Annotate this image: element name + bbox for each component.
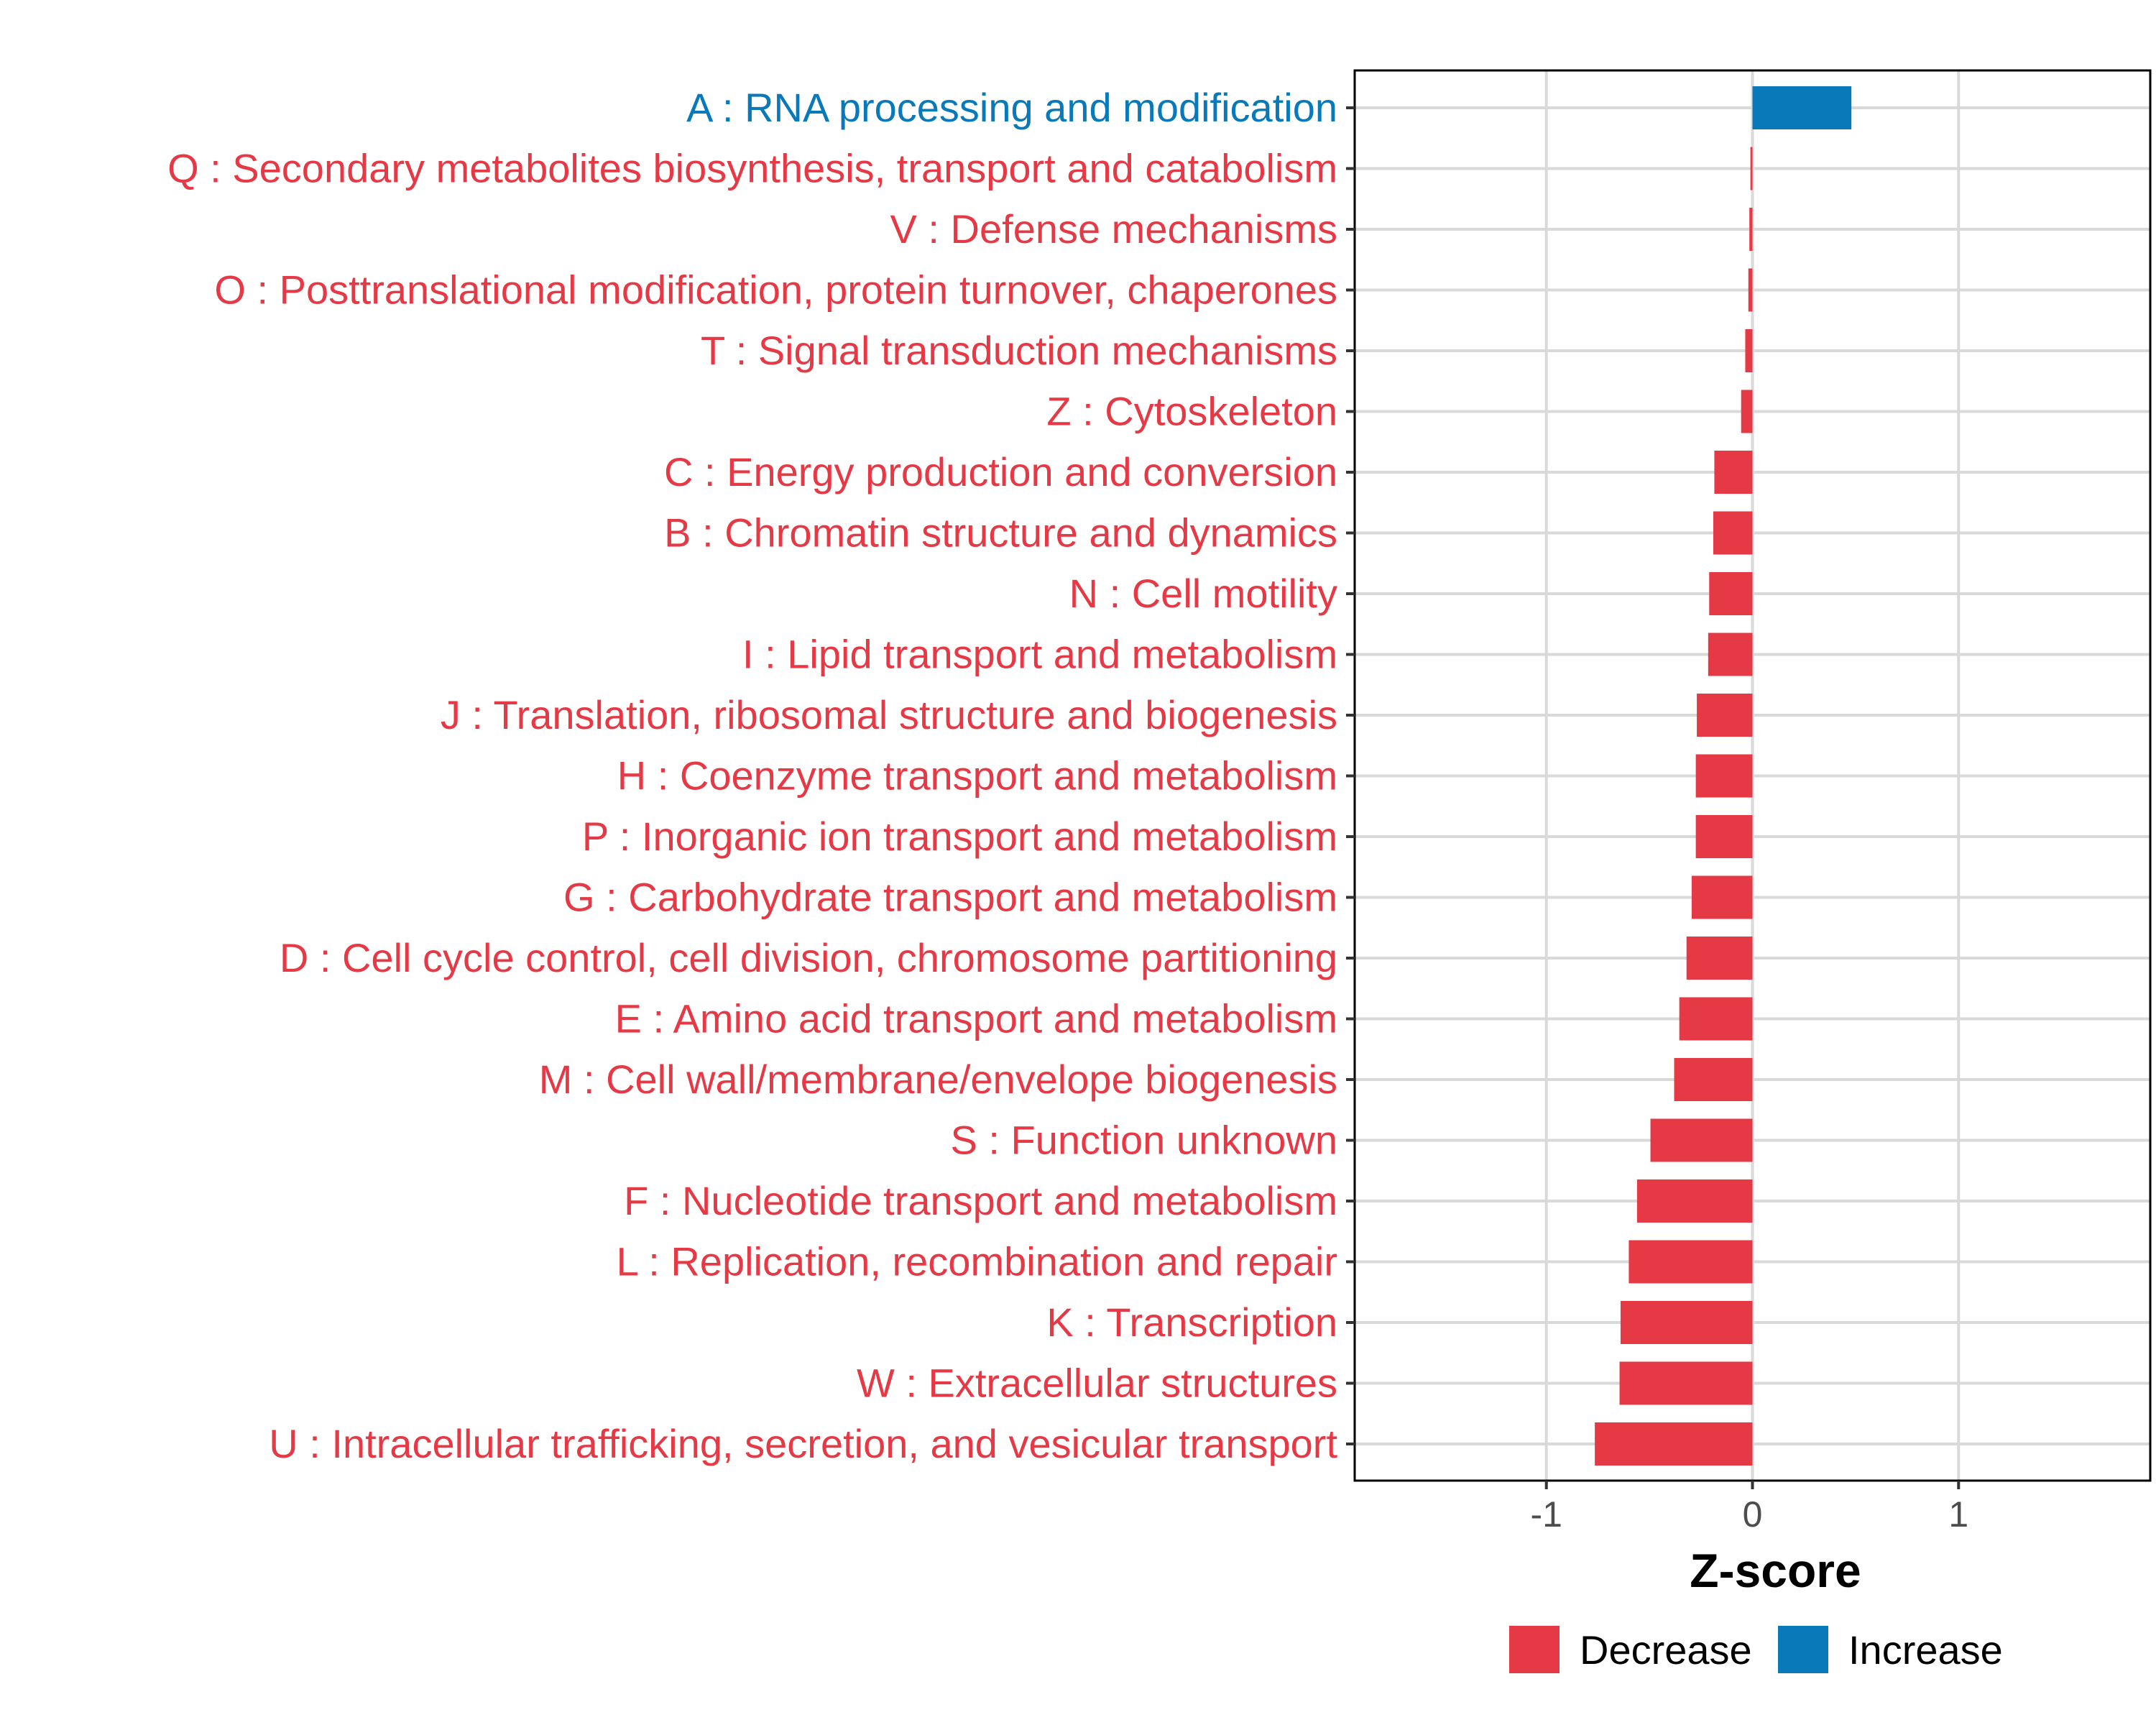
x-tick-label: -1 xyxy=(1530,1494,1562,1535)
bar-decrease xyxy=(1708,632,1753,676)
category-label: S : Function unknown xyxy=(950,1118,1337,1163)
category-label: W : Extracellular structures xyxy=(857,1361,1337,1406)
category-label: P : Inorganic ion transport and metaboli… xyxy=(582,814,1337,859)
category-label: F : Nucleotide transport and metabolism xyxy=(624,1178,1337,1223)
legend-label: Decrease xyxy=(1580,1627,1752,1673)
category-label: B : Chromatin structure and dynamics xyxy=(664,510,1337,556)
x-axis-title: Z-score xyxy=(1690,1544,1861,1597)
category-label: G : Carbohydrate transport and metabolis… xyxy=(563,875,1337,920)
category-label: J : Translation, ribosomal structure and… xyxy=(441,692,1337,737)
bar-decrease xyxy=(1620,1301,1753,1344)
bars xyxy=(1595,86,1852,1466)
bar-decrease xyxy=(1745,329,1753,372)
category-label: T : Signal transduction mechanisms xyxy=(701,328,1337,373)
bar-decrease xyxy=(1679,997,1753,1041)
bar-decrease xyxy=(1697,694,1753,737)
category-label: L : Replication, recombination and repai… xyxy=(617,1239,1337,1284)
bar-decrease xyxy=(1709,572,1753,615)
bar-decrease xyxy=(1749,208,1753,251)
bar-decrease xyxy=(1691,875,1753,919)
category-label: Q : Secondary metabolites biosynthesis, … xyxy=(167,146,1337,191)
category-label: N : Cell motility xyxy=(1069,571,1337,616)
category-label: A : RNA processing and modification xyxy=(686,85,1337,130)
bar-decrease xyxy=(1674,1058,1753,1101)
bar-decrease xyxy=(1619,1361,1753,1405)
legend-swatch xyxy=(1509,1626,1560,1673)
legend-swatch xyxy=(1778,1626,1828,1673)
bar-decrease xyxy=(1713,511,1753,555)
category-label: Z : Cytoskeleton xyxy=(1046,389,1337,434)
category-label: C : Energy production and conversion xyxy=(664,449,1337,494)
category-label: K : Transcription xyxy=(1046,1300,1337,1345)
category-label: O : Posttranslational modification, prot… xyxy=(214,267,1337,313)
category-label: I : Lipid transport and metabolism xyxy=(742,632,1337,677)
bar-decrease xyxy=(1650,1118,1753,1162)
bar-decrease xyxy=(1595,1422,1753,1466)
bar-decrease xyxy=(1628,1240,1753,1284)
category-label: H : Coenzyme transport and metabolism xyxy=(617,753,1337,799)
x-tick-label: 1 xyxy=(1948,1494,1968,1535)
category-label: V : Defense mechanisms xyxy=(890,206,1337,252)
category-labels: A : RNA processing and modification Q : S… xyxy=(167,85,1337,1466)
x-tick-label: 0 xyxy=(1743,1494,1763,1535)
x-axis-ticks: -1 0 1 xyxy=(1530,1481,1968,1535)
bar-decrease xyxy=(1748,268,1753,312)
y-axis-ticks xyxy=(1346,106,1355,1445)
bar-decrease xyxy=(1714,451,1753,494)
category-label: U : Intracellular trafficking, secretion… xyxy=(269,1421,1337,1466)
category-label: E : Amino acid transport and metabolism xyxy=(615,996,1337,1041)
legend-item-increase: Increase xyxy=(1778,1626,2003,1673)
category-label: D : Cell cycle control, cell division, c… xyxy=(280,935,1337,980)
bar-decrease xyxy=(1686,937,1753,980)
legend-label: Increase xyxy=(1848,1627,2003,1673)
legend-item-decrease: Decrease xyxy=(1509,1626,1752,1673)
bar-decrease xyxy=(1741,390,1753,433)
bar-increase xyxy=(1752,86,1852,129)
bar-decrease xyxy=(1695,754,1753,798)
category-label: M : Cell wall/membrane/envelope biogenes… xyxy=(539,1057,1337,1102)
bar-decrease xyxy=(1636,1179,1753,1223)
bar-decrease xyxy=(1750,147,1753,190)
legend: Decrease Increase xyxy=(1509,1626,2003,1673)
bar-decrease xyxy=(1695,815,1753,858)
